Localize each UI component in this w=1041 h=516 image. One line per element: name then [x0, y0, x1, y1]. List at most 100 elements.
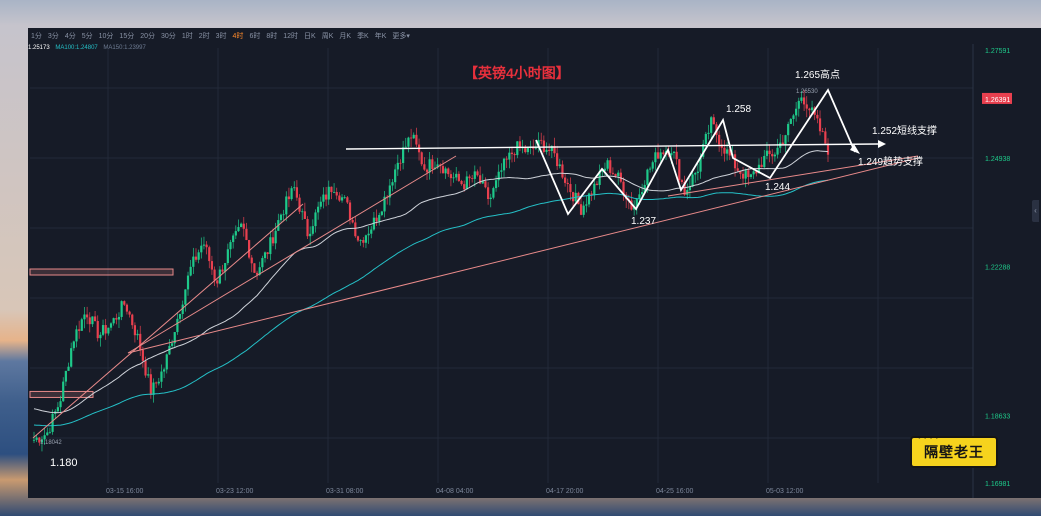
timeframe-item[interactable]: 季K	[357, 33, 369, 40]
y-axis-tick-label: 1.16981	[985, 481, 1010, 488]
candle	[765, 150, 769, 156]
x-axis-tick-label: 03-23 12:00	[216, 488, 253, 495]
candle	[662, 152, 665, 155]
candle	[216, 280, 219, 284]
candle	[795, 108, 798, 116]
candle	[189, 266, 192, 276]
candle	[279, 214, 283, 221]
candle	[253, 263, 256, 273]
candle	[250, 257, 253, 264]
candle	[75, 329, 78, 342]
timeframe-item[interactable]: 6时	[249, 33, 261, 40]
timeframe-item[interactable]: 年K	[374, 33, 387, 40]
candle	[364, 235, 368, 243]
candle	[282, 214, 285, 216]
candle	[404, 146, 407, 148]
candle	[46, 432, 49, 436]
candle	[810, 107, 814, 111]
timeframe-item[interactable]: 3时	[215, 33, 227, 40]
candle	[232, 235, 235, 243]
timeframe-item[interactable]: 1时	[181, 33, 193, 40]
candle	[609, 160, 612, 173]
candle	[505, 158, 508, 160]
candle	[255, 272, 259, 275]
support-zone	[29, 268, 174, 276]
candle	[120, 301, 123, 317]
candle	[327, 186, 330, 200]
candle	[88, 317, 91, 325]
candle	[335, 191, 338, 196]
candle	[402, 147, 405, 164]
candle	[112, 318, 115, 324]
candle	[155, 382, 158, 384]
zigzag-arrowhead	[850, 144, 860, 154]
candle	[484, 181, 487, 188]
candle	[452, 177, 455, 179]
timeframe-item[interactable]: 4时	[232, 33, 244, 40]
timeframe-item[interactable]: 周K	[321, 33, 334, 40]
candle	[399, 162, 402, 164]
timeframe-item[interactable]: 4分	[64, 33, 76, 40]
candle	[362, 240, 365, 243]
candle	[51, 413, 54, 432]
candle	[781, 142, 784, 144]
price-annotation: 1.258	[726, 104, 751, 115]
candle	[245, 228, 248, 241]
candle	[486, 187, 490, 200]
candle	[704, 133, 707, 144]
timeframe-item[interactable]: 3分	[47, 33, 59, 40]
candle	[298, 197, 301, 212]
candle	[101, 325, 105, 335]
candle	[510, 152, 514, 155]
candle	[803, 97, 806, 105]
candle	[513, 154, 516, 156]
candle	[561, 164, 564, 178]
candle	[173, 332, 176, 344]
candle	[224, 262, 227, 272]
candle	[325, 194, 328, 200]
timeframe-item[interactable]: 8时	[266, 33, 278, 40]
candle	[370, 229, 373, 234]
candle	[534, 147, 537, 149]
timeframe-item[interactable]: 5分	[81, 33, 93, 40]
timeframe-more[interactable]: 更多▾	[392, 33, 410, 40]
candle	[826, 143, 830, 155]
timeframe-item[interactable]: 2时	[198, 33, 210, 40]
timeframe-item[interactable]: 10分	[98, 33, 114, 40]
timeframe-item[interactable]: 月K	[339, 33, 352, 40]
candle	[197, 252, 200, 260]
candle	[420, 152, 423, 165]
candle	[208, 247, 211, 262]
candle	[787, 123, 790, 136]
candle	[590, 193, 593, 196]
collapse-panel-handle[interactable]: ‹	[1032, 200, 1039, 222]
y-axis-tick-label: 1.24938	[985, 156, 1010, 163]
candle	[617, 172, 620, 177]
candle	[354, 222, 357, 237]
timeframe-item[interactable]: 12时	[283, 33, 299, 40]
candle	[771, 154, 774, 157]
candle	[497, 171, 500, 181]
candle	[332, 191, 336, 193]
timeframe-item[interactable]: 30分	[161, 33, 176, 40]
candle	[346, 197, 349, 203]
timeframe-item[interactable]: 日K	[304, 33, 316, 40]
candle	[702, 143, 705, 157]
candle	[444, 168, 447, 174]
candle	[558, 164, 561, 167]
timeframe-item[interactable]: 1分	[31, 33, 42, 40]
candle	[80, 319, 83, 331]
candle	[473, 171, 476, 179]
candle	[91, 316, 94, 325]
candle	[221, 269, 224, 272]
candle	[710, 117, 713, 133]
timeframe-item[interactable]: 15分	[119, 33, 135, 40]
candle	[67, 366, 70, 371]
candle	[72, 341, 75, 349]
candle	[460, 180, 463, 185]
candle	[234, 231, 237, 236]
candle	[290, 188, 293, 200]
timeframe-item[interactable]: 20分	[140, 33, 156, 40]
trend-line	[667, 155, 919, 197]
candle	[178, 313, 182, 319]
